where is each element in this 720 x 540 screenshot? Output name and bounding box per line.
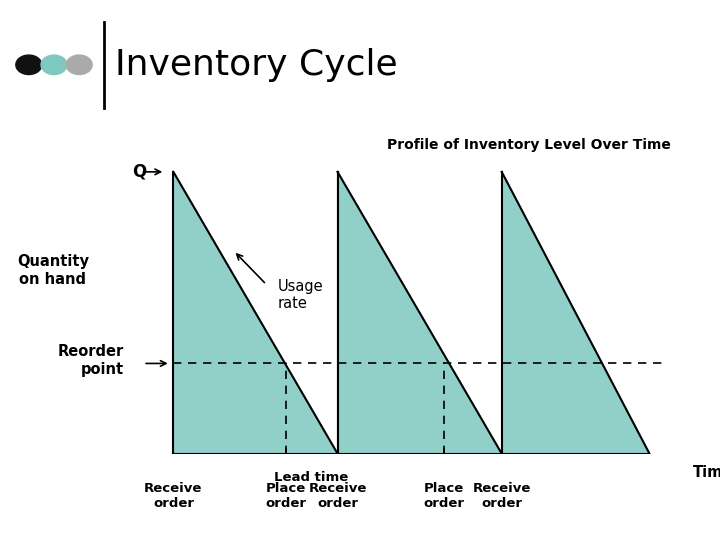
- Text: Inventory Cycle: Inventory Cycle: [115, 48, 398, 82]
- Text: Place
order: Place order: [265, 482, 306, 510]
- Polygon shape: [338, 172, 502, 454]
- Text: Quantity
on hand: Quantity on hand: [17, 254, 89, 287]
- Text: Receive
order: Receive order: [308, 482, 366, 510]
- Text: Q: Q: [132, 163, 147, 181]
- Text: Profile of Inventory Level Over Time: Profile of Inventory Level Over Time: [387, 138, 671, 152]
- Text: Time: Time: [693, 465, 720, 480]
- Polygon shape: [174, 172, 338, 454]
- Polygon shape: [502, 172, 649, 454]
- Text: Place
order: Place order: [424, 482, 464, 510]
- Text: Reorder
point: Reorder point: [58, 345, 124, 377]
- Text: Receive
order: Receive order: [472, 482, 531, 510]
- Text: Receive
order: Receive order: [144, 482, 202, 510]
- Text: Usage
rate: Usage rate: [277, 279, 323, 312]
- Text: Lead time: Lead time: [274, 470, 348, 483]
